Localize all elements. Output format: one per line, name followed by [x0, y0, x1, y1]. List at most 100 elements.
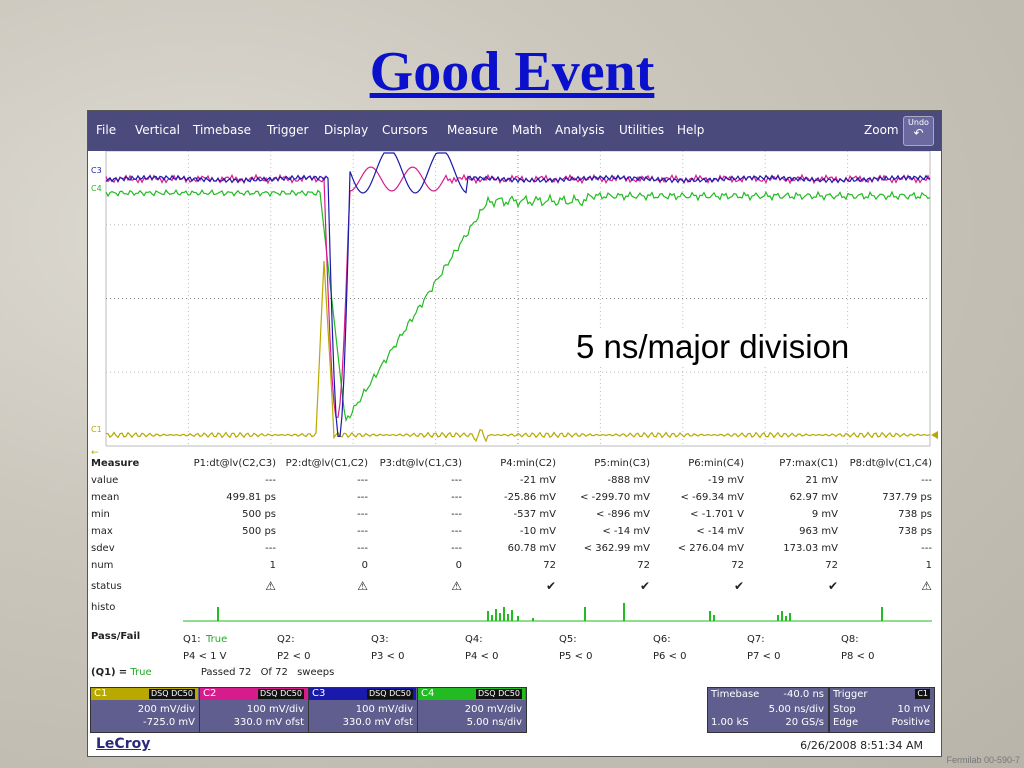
timebase-box[interactable]: Timebase -40.0 ns 5.00 ns/div 1.00 kS 20…	[707, 687, 829, 733]
status-label: status	[91, 581, 122, 592]
warning-icon: ⚠	[265, 579, 276, 593]
trigger-box[interactable]: Trigger C1 Stop 10 mV Edge Positive	[829, 687, 935, 733]
oscilloscope-window: File Vertical Timebase Trigger Display C…	[87, 110, 942, 757]
menu-analysis[interactable]: Analysis	[555, 123, 605, 137]
measure-cell: 738 ps	[898, 526, 932, 537]
menu-utilities[interactable]: Utilities	[619, 123, 665, 137]
measure-cell: 72	[731, 560, 744, 571]
channel-name: C2	[203, 688, 217, 699]
measure-cell: ---	[451, 492, 462, 503]
measure-cell: 72	[543, 560, 556, 571]
q-name[interactable]: Q7:	[747, 634, 765, 645]
menu-bar: File Vertical Timebase Trigger Display C…	[88, 111, 941, 151]
measure-cell: ---	[921, 543, 932, 554]
histogram-strip	[183, 603, 932, 622]
measure-cell: 499.81 ps	[226, 492, 276, 503]
param-header[interactable]: P5:min(C3)	[594, 458, 650, 469]
menu-trigger[interactable]: Trigger	[267, 123, 309, 137]
menu-cursors[interactable]: Cursors	[382, 123, 428, 137]
measure-cell: 0	[455, 560, 462, 571]
channel-offset: 5.00 ns/div	[466, 717, 522, 728]
undo-icon: ↶	[913, 126, 924, 140]
brand-logo: LeCroy	[96, 736, 151, 752]
channel-badge: DSQ DC50	[366, 689, 413, 699]
undo-label: Undo	[908, 118, 929, 127]
measure-cell: ---	[357, 475, 368, 486]
menu-file[interactable]: File	[96, 123, 117, 137]
q-condition: P3 < 0	[371, 651, 405, 662]
channel-name: C1	[94, 688, 108, 699]
channel-offset: 330.0 mV ofst	[233, 717, 304, 728]
check-icon: ✔	[545, 579, 556, 593]
channel-box-c3[interactable]: C3 DSQ DC50 100 mV/div 330.0 mV ofst	[308, 687, 418, 733]
param-header[interactable]: P7:max(C1)	[779, 458, 838, 469]
measure-cell: ---	[265, 543, 276, 554]
measure-cell: ---	[921, 475, 932, 486]
menu-vertical[interactable]: Vertical	[135, 123, 180, 137]
q-name[interactable]: Q6:	[653, 634, 671, 645]
q-name[interactable]: Q8:	[841, 634, 859, 645]
of-text: Of	[260, 667, 272, 678]
trigger-channel-badge: C1	[915, 689, 930, 699]
channel-badge: DSQ DC50	[257, 689, 304, 699]
measure-cell: < -1.701 V	[690, 509, 744, 520]
q-condition: P7 < 0	[747, 651, 781, 662]
warning-icon: ⚠	[357, 579, 368, 593]
channel-offset: -725.0 mV	[143, 717, 195, 728]
menu-display[interactable]: Display	[324, 123, 369, 137]
waveform-display[interactable]: C3 C4 C1 ←	[88, 151, 941, 456]
undo-button[interactable]: Undo ↶	[903, 116, 934, 146]
param-header[interactable]: P1:dt@lv(C2,C3)	[193, 458, 276, 469]
q-condition: P4 < 0	[465, 651, 499, 662]
q-condition: P8 < 0	[841, 651, 875, 662]
q-name[interactable]: Q2:	[277, 634, 295, 645]
row-label: min	[91, 509, 110, 520]
q1-value: True	[206, 634, 228, 645]
param-header[interactable]: P4:min(C2)	[500, 458, 556, 469]
zoom-button[interactable]: Zoom	[864, 123, 899, 137]
q-name[interactable]: Q3:	[371, 634, 389, 645]
q-name[interactable]: Q1:	[183, 634, 201, 645]
trace-label-c1: C1	[91, 425, 102, 434]
channel-box-c4[interactable]: C4 DSQ DC50 200 mV/div 5.00 ns/div	[417, 687, 527, 733]
measure-cell: 500 ps	[242, 526, 276, 537]
param-header[interactable]: P3:dt@lv(C1,C3)	[379, 458, 462, 469]
measure-cell: -25.86 mV	[504, 492, 556, 503]
measure-cell: -537 mV	[513, 509, 556, 520]
trace-c4	[105, 189, 931, 423]
menu-help[interactable]: Help	[677, 123, 705, 137]
measure-cell: 21 mV	[805, 475, 839, 486]
q-name[interactable]: Q4:	[465, 634, 483, 645]
param-header[interactable]: P8:dt@lv(C1,C4)	[849, 458, 932, 469]
measure-cell: -10 mV	[519, 526, 556, 537]
timebase-delay: -40.0 ns	[783, 689, 824, 700]
channel-offset: 330.0 mV ofst	[342, 717, 413, 728]
channel-badge: DSQ DC50	[148, 689, 195, 699]
channel-vdiv: 100 mV/div	[246, 704, 304, 715]
q1-summary: (Q1) = True Passed 72 Of 72 sweeps	[91, 667, 334, 678]
measure-cell: < -299.70 mV	[580, 492, 650, 503]
trigger-position-arrow-icon: ←	[91, 448, 99, 456]
trace-c1	[105, 260, 931, 443]
measure-cell: 72	[825, 560, 838, 571]
menu-measure[interactable]: Measure	[447, 123, 498, 137]
measure-cell: 0	[361, 560, 368, 571]
trace-label-c4: C4	[91, 184, 102, 193]
channel-box-c2[interactable]: C2 DSQ DC50 100 mV/div 330.0 mV ofst	[199, 687, 309, 733]
channel-box-c1[interactable]: C1 DSQ DC50 200 mV/div -725.0 mV	[90, 687, 200, 733]
menu-math[interactable]: Math	[512, 123, 543, 137]
row-label: mean	[91, 492, 120, 503]
channel-badge: DSQ DC50	[475, 689, 522, 699]
channel-vdiv: 100 mV/div	[355, 704, 413, 715]
param-header[interactable]: P6:min(C4)	[688, 458, 744, 469]
menu-timebase[interactable]: Timebase	[193, 123, 251, 137]
q-name[interactable]: Q5:	[559, 634, 577, 645]
q1-summary-state: True	[130, 667, 152, 678]
timebase-samples: 1.00 kS	[711, 717, 749, 728]
param-header[interactable]: P2:dt@lv(C1,C2)	[285, 458, 368, 469]
row-label: max	[91, 526, 113, 537]
measure-cell: < -14 mV	[602, 526, 650, 537]
trigger-mode: Stop	[833, 704, 856, 715]
check-icon: ✔	[827, 579, 838, 593]
slide-title: Good Event	[369, 41, 655, 103]
